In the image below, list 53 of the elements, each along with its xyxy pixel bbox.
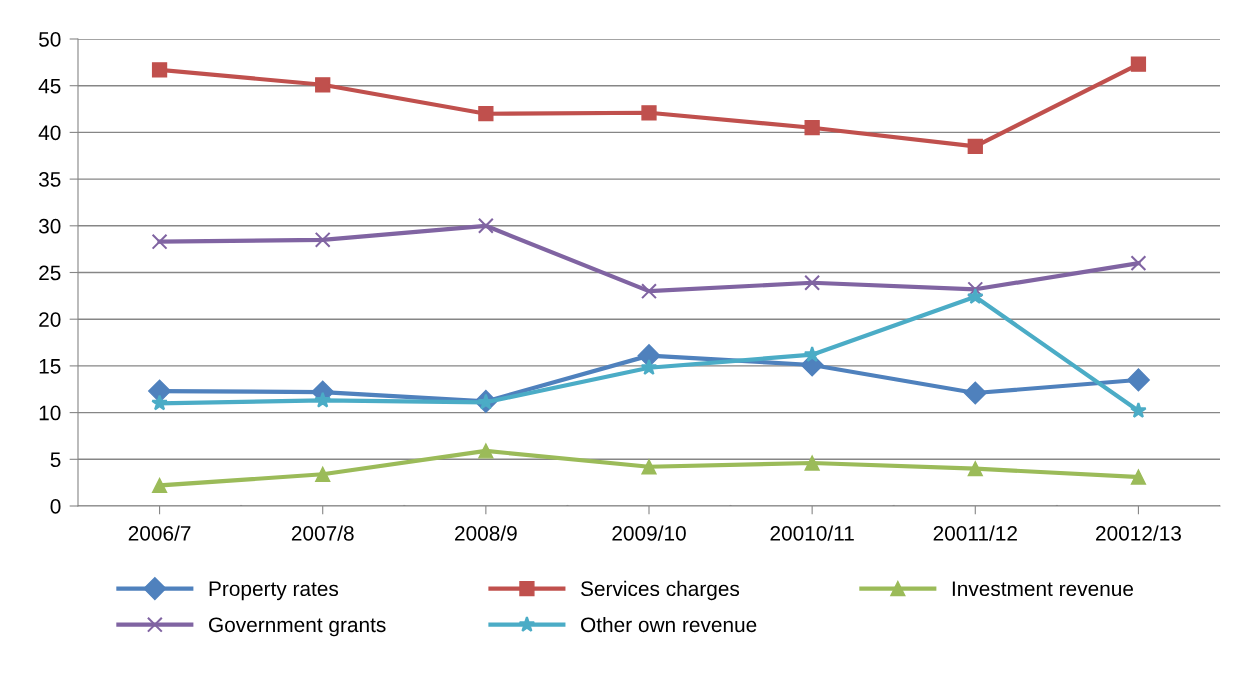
point [1126,368,1150,392]
x-tick-label: 20010/11 [770,525,854,541]
point [1130,56,1147,72]
point [151,394,168,411]
y-tick-label: 0 [50,499,61,514]
point [314,391,332,408]
point [148,379,172,403]
point [478,443,494,459]
x-tick-label: 2007/8 [291,525,354,541]
y-tick-label: 10 [39,405,61,421]
x-tick-label: 20012/13 [1096,525,1181,541]
point [804,120,820,136]
point [315,77,331,93]
point [804,455,820,471]
point [640,359,658,375]
legend-label: Government grants [209,617,386,637]
legend-label: Investment revenue [952,581,1134,597]
y-tick-label: 50 [39,32,61,47]
point [967,461,983,477]
point [1130,469,1147,485]
y-tick-label: 25 [39,265,61,281]
point [1130,255,1147,272]
y-tick-label: 40 [38,125,61,141]
point [314,231,331,248]
point [315,466,331,482]
point [477,217,494,234]
y-tick-label: 35 [38,172,61,187]
point [641,283,657,300]
point [803,346,821,362]
y-tick-label: 30 [38,218,61,234]
x-tick-label: 20011/12 [933,525,1017,541]
point [151,477,168,494]
point [641,105,657,121]
y-tick-label: 45 [38,78,61,94]
y-tick-label: 15 [39,359,61,374]
point [967,138,983,155]
point [1130,402,1147,418]
point [641,459,657,475]
x-tick-label: 2009/10 [612,525,686,541]
legend-label: Other own revenue [581,616,757,633]
y-tick-label: 20 [39,312,61,327]
x-tick-label: 2008/9 [455,525,517,541]
legend-label: Property rates [209,581,339,601]
point [966,288,984,304]
point [151,62,168,78]
point [151,233,168,250]
legend-label: Services charges [580,580,740,601]
point [804,274,821,291]
y-tick-label: 5 [50,452,61,468]
point [967,281,984,298]
point [478,106,494,122]
point [963,381,987,405]
x-tick-label: 2006/7 [128,525,191,541]
